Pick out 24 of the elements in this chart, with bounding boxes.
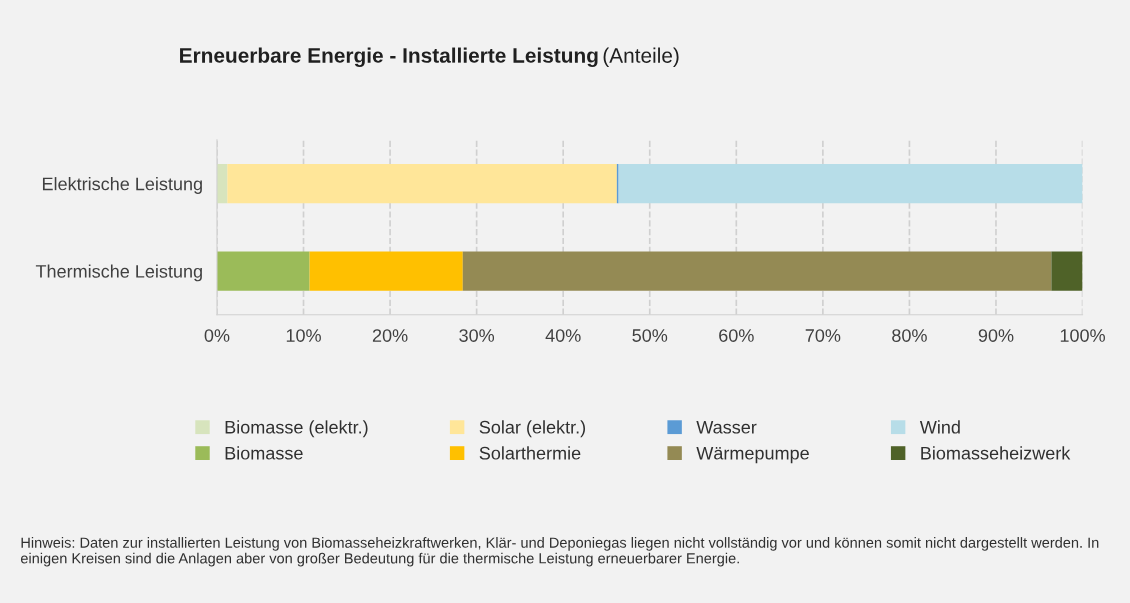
chart-subtitle: (Anteile): [603, 47, 679, 67]
x-tick-label: 80%: [892, 329, 927, 342]
x-tick-label: 20%: [372, 329, 408, 342]
y-tick-label: Thermische Leistung: [35, 264, 202, 282]
x-tick-label: 90%: [978, 329, 1014, 342]
y-tick-label: Elektrische Leistung: [42, 177, 202, 194]
x-tick-label: 0%: [204, 329, 230, 342]
x-tick-label: 60%: [719, 329, 754, 342]
legend-label: Wasser: [696, 421, 757, 434]
legend-label: Biomasseheizwerk: [921, 446, 1071, 460]
legend-label: Wind: [919, 420, 960, 434]
x-tick-label: 30%: [459, 329, 495, 342]
legend-label: Solar (elektr.): [479, 420, 586, 438]
legend-label: Biomasse (elektr.): [225, 420, 368, 438]
legend-label: Wärmepumpe: [696, 446, 809, 464]
legend-label: Solarthermie: [479, 446, 581, 460]
x-tick-label: 100%: [1060, 329, 1105, 342]
chart-title: Erneuerbare Energie - Installierte Leistung: [180, 47, 598, 68]
x-tick-label: 10%: [286, 329, 321, 342]
text: Hinweis: Daten zur installierten Leistung von Biomasseheizkraftwerken, Klär- und Deponiegas liegen nicht vollständig vor und können somit nicht dargestellt werden. In einigen Kreisen sind die Anlagen aber von großer Bedeutung für die thermische Leistung erneuerbarer Energie.: [20, 537, 1099, 567]
x-tick-label: 50%: [632, 329, 668, 342]
x-tick-label: 70%: [805, 329, 841, 342]
legend-label: Biomasse: [225, 446, 303, 460]
x-tick-label: 40%: [545, 329, 581, 342]
